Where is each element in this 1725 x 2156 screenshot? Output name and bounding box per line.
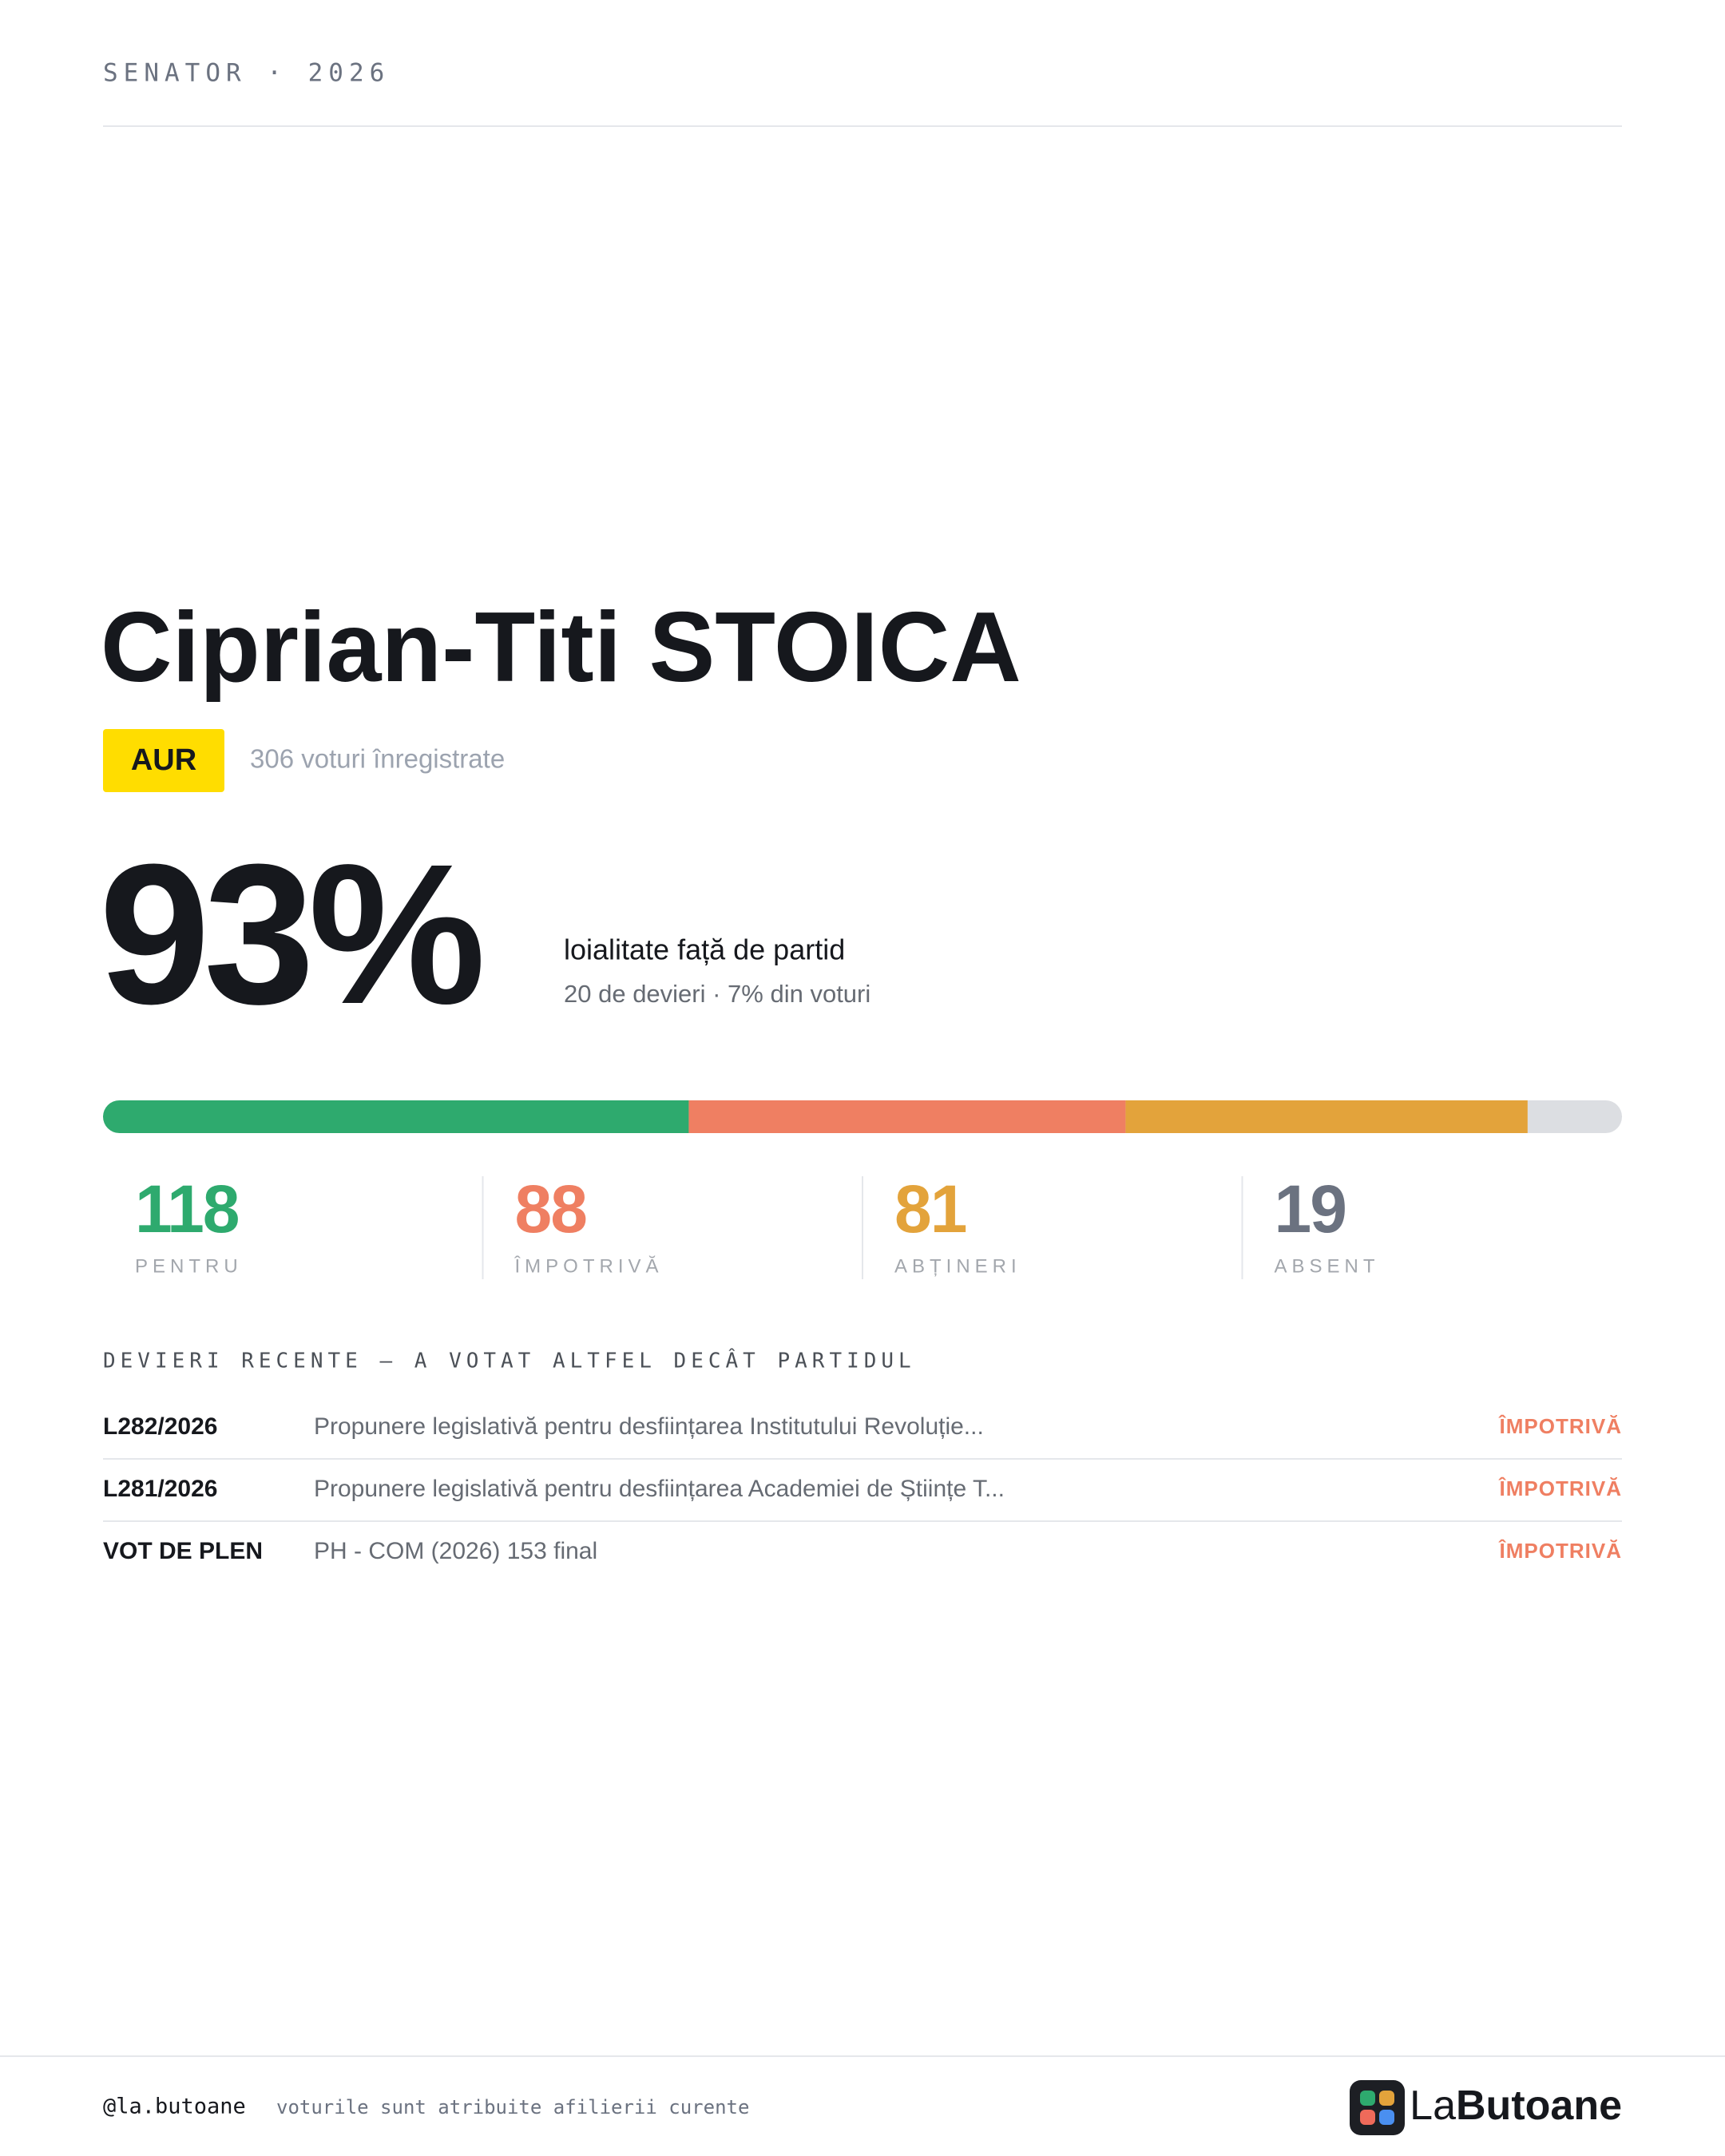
votes-recorded: 306 voturi înregistrate (250, 744, 505, 774)
stat-label: ABȚINERI (894, 1255, 1021, 1277)
senator-name: Ciprian-Titi STOICA (101, 593, 1021, 703)
party-badge (103, 729, 224, 792)
logo-dot (1360, 2091, 1375, 2106)
brand-logo (1350, 2080, 1405, 2135)
kicker: SENATOR · 2026 (103, 59, 390, 88)
brand-name: Butoane (1456, 2083, 1622, 2129)
stat-value: 19 (1275, 1171, 1346, 1246)
bill-title: Propunere legislativă pentru desființare… (314, 1476, 1005, 1502)
party-name: AUR (131, 743, 196, 777)
stat-label: ÎMPOTRIVĂ (514, 1255, 664, 1277)
logo-dot (1360, 2110, 1375, 2125)
stat-value: 81 (894, 1171, 966, 1246)
brand-wordmark: LaButoane (1410, 2083, 1622, 2129)
logo-dot (1379, 2091, 1394, 2106)
bar-segment (1125, 1100, 1528, 1133)
stats: 118 PENTRU 88 ÎMPOTRIVĂ 81 ABȚINERI 19 ABSENT (135, 1171, 1380, 1279)
section-title: DEVIERI RECENTE — A VOTAT ALTFEL DECÂT P… (103, 1348, 916, 1373)
logo-tile (1350, 2080, 1405, 2135)
footer-note: voturile sunt atribuite afilierii curent… (276, 2096, 749, 2118)
bill-vote: ÎMPOTRIVĂ (1498, 1414, 1622, 1438)
bar-segment (103, 1100, 689, 1133)
logo-dot (1379, 2110, 1394, 2125)
bill-title: Propunere legislativă pentru desființare… (314, 1413, 984, 1440)
stat-value: 88 (515, 1171, 587, 1246)
bill-vote: ÎMPOTRIVĂ (1498, 1539, 1622, 1563)
bill-title: PH - COM (2026) 153 final (314, 1538, 597, 1564)
loyalty-label: loialitate față de partid (564, 933, 845, 966)
bill-vote: ÎMPOTRIVĂ (1498, 1476, 1622, 1500)
stat-value: 118 (135, 1171, 239, 1246)
stat-label: PENTRU (135, 1255, 243, 1277)
loyalty-detail: 20 de devieri · 7% din voturi (564, 980, 870, 1008)
vote-bar (103, 1100, 1622, 1133)
deviation-rows: L282/2026 Propunere legislativă pentru de… (103, 1413, 1622, 1564)
loyalty-value: 93% (99, 822, 481, 1045)
bar-segment (688, 1100, 1126, 1133)
bill-id: L281/2026 (103, 1476, 217, 1502)
brand-prefix: La (1410, 2083, 1456, 2129)
bill-id: L282/2026 (103, 1413, 217, 1440)
bar-segment (1527, 1100, 1622, 1133)
stat-label: ABSENT (1275, 1255, 1380, 1277)
footer-handle: @la.butoane (103, 2095, 246, 2119)
bill-id: VOT DE PLEN (103, 1538, 263, 1564)
